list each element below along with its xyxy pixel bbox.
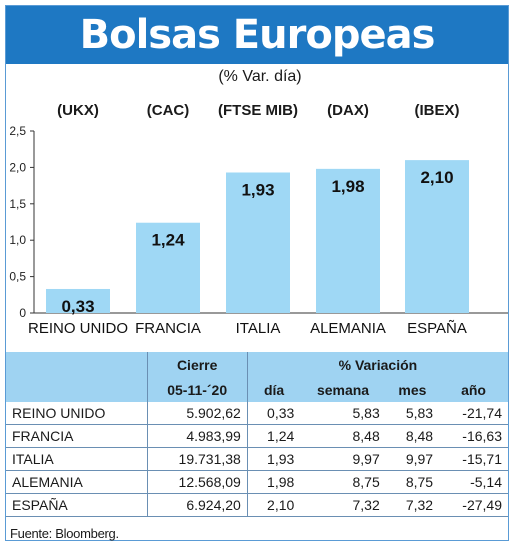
bar-value-label: 1,24 [151,231,185,250]
y-tick-label: 1,5 [9,197,26,211]
table-row: REINO UNIDO 5.902,62 0,33 5,83 5,83 -21,… [6,402,508,425]
bar [226,172,290,313]
bar [405,160,469,313]
category-label: FRANCIA [135,320,201,337]
row-cierre: 19.731,38 [146,447,248,471]
category-label: ESPAÑA [407,320,467,337]
table-header-anio: año [439,378,508,402]
row-cierre: 4.983,99 [146,424,248,448]
category-label: REINO UNIDO [28,320,128,337]
table-header-blank [6,352,148,378]
table-header-variacion: % Variación [246,352,508,378]
bar [46,288,110,313]
table-header-dia: día [246,378,301,402]
page-title: Bolsas Europeas [6,6,508,64]
bar [136,222,200,313]
row-anio: -21,74 [439,402,508,425]
y-tick-label: 0,5 [9,270,26,284]
table-row: ALEMANIA 12.568,09 1,98 8,75 8,75 -5,14 [6,470,508,494]
index-label-ukx: (UKX) [57,102,99,119]
row-anio: -15,71 [439,447,508,471]
table-header-blank-2 [6,378,148,402]
table-header-cierre: Cierre [146,352,248,378]
row-country: FRANCIA [6,424,148,448]
row-cierre: 5.902,62 [146,402,248,425]
bar-value-label: 2,10 [420,168,453,187]
chart-subtitle: (% Var. día) [218,68,302,85]
table-row: ESPAÑA 6.924,20 2,10 7,32 7,32 -27,49 [6,493,508,517]
row-anio: -16,63 [439,424,508,448]
table-header-date: 05-11-´20 [146,378,248,402]
table-header-mes: mes [385,378,440,402]
index-label-ftse-mib: (FTSE MIB) [218,102,298,119]
bar-value-label: 1,93 [241,180,274,199]
row-mes: 9,97 [385,447,440,471]
row-dia: 1,24 [246,424,301,448]
row-semana: 8,48 [300,424,386,448]
row-mes: 7,32 [385,493,440,517]
quotes-table: Cierre % Variación 05-11-´20 día semana … [6,352,508,517]
bar-chart: 0 0,5 1,0 1,5 2,0 2,5 0,33 REINO UNIDO 1,24 FRANC… [9,124,508,337]
row-dia: 0,33 [246,402,301,425]
row-anio: -5,14 [439,470,508,494]
index-label-cac: (CAC) [146,102,190,119]
graphic-frame [5,5,509,541]
category-label: ITALIA [236,320,281,337]
row-anio: -27,49 [439,493,508,517]
row-dia: 2,10 [246,493,301,517]
bar [316,168,380,313]
source-note: Fuente: Bloomberg. [10,526,119,541]
y-tick-label: 2,0 [9,160,26,174]
table-row: ITALIA 19.731,38 1,93 9,97 9,97 -15,71 [6,447,508,471]
y-tick-label: 0 [19,306,26,320]
row-mes: 8,48 [385,424,440,448]
row-cierre: 12.568,09 [146,470,248,494]
row-country: ALEMANIA [6,470,148,494]
row-cierre: 6.924,20 [146,493,248,517]
bar-value-label: 1,98 [331,177,364,196]
y-tick-label: 2,5 [9,124,26,138]
index-label-dax: (DAX) [327,102,369,119]
row-mes: 8,75 [385,470,440,494]
table-row: FRANCIA 4.983,99 1,24 8,48 8,48 -16,63 [6,424,508,448]
row-country: ITALIA [6,447,148,471]
row-semana: 7,32 [300,493,386,517]
row-semana: 8,75 [300,470,386,494]
row-semana: 9,97 [300,447,386,471]
y-tick-label: 1,0 [9,233,26,247]
row-dia: 1,98 [246,470,301,494]
row-semana: 5,83 [300,402,386,425]
index-label-ibex: (IBEX) [414,102,460,119]
row-dia: 1,93 [246,447,301,471]
table-header-semana: semana [300,378,386,402]
row-mes: 5,83 [385,402,440,425]
category-label: ALEMANIA [310,320,386,337]
row-country: REINO UNIDO [6,402,148,425]
bar-value-label: 0,33 [61,297,94,316]
row-country: ESPAÑA [6,493,148,517]
